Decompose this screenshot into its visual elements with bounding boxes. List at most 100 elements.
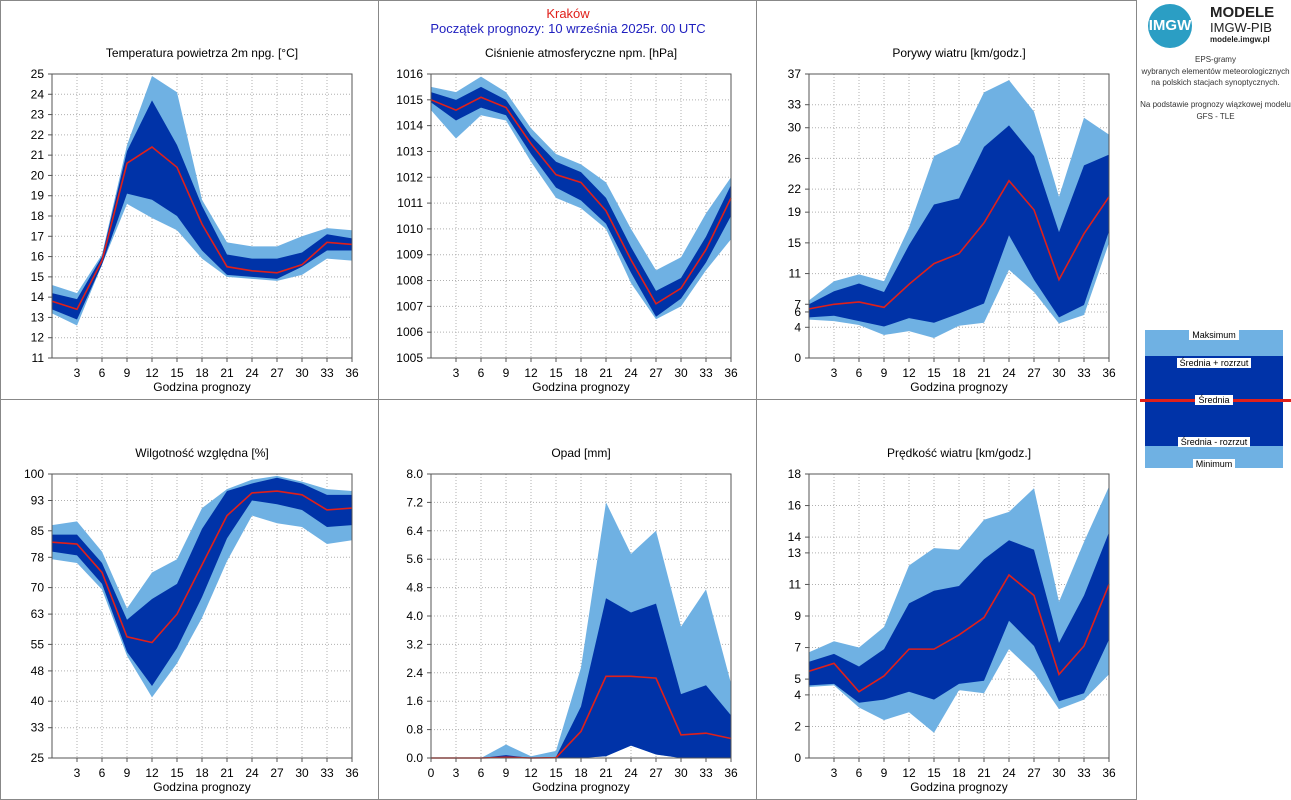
wind-y-tick: 14 bbox=[788, 530, 802, 544]
pressure-x-tick: 30 bbox=[674, 366, 688, 380]
wind-x-tick: 9 bbox=[881, 766, 888, 780]
humidity-x-tick: 15 bbox=[170, 766, 184, 780]
temperature-x-tick: 21 bbox=[220, 366, 234, 380]
temperature-title: Temperatura powietrza 2m npg. [°C] bbox=[106, 46, 298, 60]
gusts-x-tick: 12 bbox=[902, 366, 916, 380]
temperature-y-tick: 22 bbox=[31, 128, 45, 142]
precipitation-x-tick: 3 bbox=[453, 766, 460, 780]
legend-mean-label: Średnia bbox=[1195, 395, 1233, 405]
humidity-y-tick: 25 bbox=[31, 751, 45, 765]
pressure-y-tick: 1008 bbox=[396, 274, 423, 288]
temperature-x-tick: 6 bbox=[99, 366, 106, 380]
humidity-y-tick: 63 bbox=[31, 607, 45, 621]
temperature-x-tick: 27 bbox=[270, 366, 284, 380]
temperature-mean-line bbox=[51, 146, 353, 311]
temperature-x-tick: 9 bbox=[124, 366, 131, 380]
wind-y-tick: 2 bbox=[794, 719, 801, 733]
precipitation-y-tick: 1.6 bbox=[406, 694, 423, 708]
precipitation-y-tick: 0.0 bbox=[406, 751, 423, 765]
humidity-y-tick: 93 bbox=[31, 494, 45, 508]
humidity-x-tick: 12 bbox=[145, 766, 159, 780]
imgw-logo-panel: IMGW MODELE IMGW-PIB modele.imgw.pl EPS-… bbox=[1140, 0, 1291, 800]
gusts-x-tick: 24 bbox=[1002, 366, 1016, 380]
precipitation-y-tick: 8.0 bbox=[406, 467, 423, 481]
precipitation-chart: Opad [mm] 0.0 0.8 1.6 2.4 3.2 4.0 4.8 5.6 6.4 7.2 8… bbox=[406, 446, 738, 794]
pressure-y-tick: 1015 bbox=[396, 93, 423, 107]
pressure-title: Ciśnienie atmosferyczne npm. [hPa] bbox=[485, 46, 677, 60]
forecast-header: Kraków Początek prognozy: 10 września 20… bbox=[379, 6, 757, 36]
humidity-y-tick: 100 bbox=[24, 467, 44, 481]
legend-mean-plus-label: Średnia + rozrzut bbox=[1176, 358, 1252, 368]
precipitation-x-tick: 9 bbox=[503, 766, 510, 780]
gusts-x-tick: 9 bbox=[881, 366, 888, 380]
pressure-y-tick: 1012 bbox=[396, 170, 423, 184]
temperature-y-tick: 17 bbox=[31, 229, 45, 243]
precipitation-x-tick: 15 bbox=[549, 766, 563, 780]
gusts-mean-line bbox=[808, 179, 1110, 310]
gusts-y-tick: 33 bbox=[788, 98, 802, 112]
wind-y-tick: 4 bbox=[794, 688, 801, 702]
pressure-x-tick: 24 bbox=[624, 366, 638, 380]
humidity-x-tick: 18 bbox=[195, 766, 209, 780]
gusts-spread-band bbox=[809, 125, 1109, 327]
humidity-y-tick: 78 bbox=[31, 550, 45, 564]
humidity-y-tick: 70 bbox=[31, 581, 45, 595]
description-line-3: na polskich stacjach synoptycznych. bbox=[1151, 78, 1280, 87]
gusts-x-tick: 15 bbox=[927, 366, 941, 380]
panel-pressure bbox=[379, 0, 757, 400]
precipitation-x-tick: 6 bbox=[478, 766, 485, 780]
wind-y-tick: 9 bbox=[794, 609, 801, 623]
pressure-spread-band bbox=[431, 86, 731, 317]
pressure-x-tick: 6 bbox=[478, 366, 485, 380]
gusts-y-tick: 37 bbox=[788, 67, 802, 81]
pressure-x-tick: 27 bbox=[649, 366, 663, 380]
gusts-y-tick: 7 bbox=[794, 297, 801, 311]
wind-x-tick: 30 bbox=[1052, 766, 1066, 780]
temperature-y-tick: 11 bbox=[32, 351, 45, 365]
precipitation-y-tick: 5.6 bbox=[406, 552, 423, 566]
wind-x-tick: 3 bbox=[831, 766, 838, 780]
temperature-spread-band bbox=[52, 100, 352, 320]
temperature-x-tick: 33 bbox=[320, 366, 334, 380]
legend-max-label: Maksimum bbox=[1189, 330, 1239, 340]
precipitation-y-tick: 4.0 bbox=[406, 609, 423, 623]
wind-y-tick: 0 bbox=[794, 751, 801, 765]
humidity-title: Wilgotność względna [%] bbox=[135, 446, 268, 460]
humidity-y-tick: 85 bbox=[31, 524, 45, 538]
logo-url[interactable]: modele.imgw.pl bbox=[1210, 35, 1270, 44]
wind-x-tick: 15 bbox=[927, 766, 941, 780]
temperature-y-tick: 20 bbox=[31, 168, 45, 182]
pressure-y-tick: 1006 bbox=[396, 325, 423, 339]
precipitation-y-tick: 4.8 bbox=[406, 581, 423, 595]
wind-x-tick: 33 bbox=[1077, 766, 1091, 780]
gusts-chart: Porywy wiatru [km/godz.]0467111519222630… bbox=[788, 46, 1116, 394]
wind-y-tick: 11 bbox=[789, 577, 802, 591]
temperature-x-tick: 24 bbox=[245, 366, 259, 380]
wind-title: Prędkość wiatru [km/godz.] bbox=[887, 446, 1031, 460]
precipitation-y-tick: 3.2 bbox=[406, 637, 423, 651]
temperature-x-tick: 15 bbox=[170, 366, 184, 380]
precipitation-spread-band bbox=[431, 598, 731, 758]
wind-y-tick: 7 bbox=[794, 641, 801, 655]
gusts-y-tick: 22 bbox=[788, 182, 802, 196]
humidity-spread-band bbox=[52, 477, 352, 687]
pressure-x-label: Godzina prognozy bbox=[532, 380, 629, 394]
temperature-x-label: Godzina prognozy bbox=[153, 380, 250, 394]
temperature-x-tick: 18 bbox=[195, 366, 209, 380]
wind-y-tick: 18 bbox=[788, 467, 802, 481]
pressure-x-tick: 21 bbox=[599, 366, 613, 380]
precipitation-x-tick: 30 bbox=[674, 766, 688, 780]
pressure-x-tick: 3 bbox=[453, 366, 460, 380]
pressure-mean-line bbox=[430, 96, 732, 305]
gusts-y-tick: 19 bbox=[788, 205, 802, 219]
humidity-x-tick: 24 bbox=[245, 766, 259, 780]
description-line-2: wybranych elementów meteorologicznych bbox=[1141, 67, 1290, 76]
pressure-y-tick: 1007 bbox=[396, 299, 423, 313]
gusts-y-tick: 26 bbox=[788, 151, 802, 165]
temperature-y-tick: 19 bbox=[31, 189, 45, 203]
humidity-mean-line bbox=[51, 490, 353, 644]
precipitation-x-label: Godzina prognozy bbox=[532, 780, 629, 794]
pressure-y-tick: 1005 bbox=[396, 351, 423, 365]
imgw-logo-icon[interactable]: IMGW bbox=[1148, 4, 1192, 48]
pressure-y-tick: 1014 bbox=[396, 119, 423, 133]
